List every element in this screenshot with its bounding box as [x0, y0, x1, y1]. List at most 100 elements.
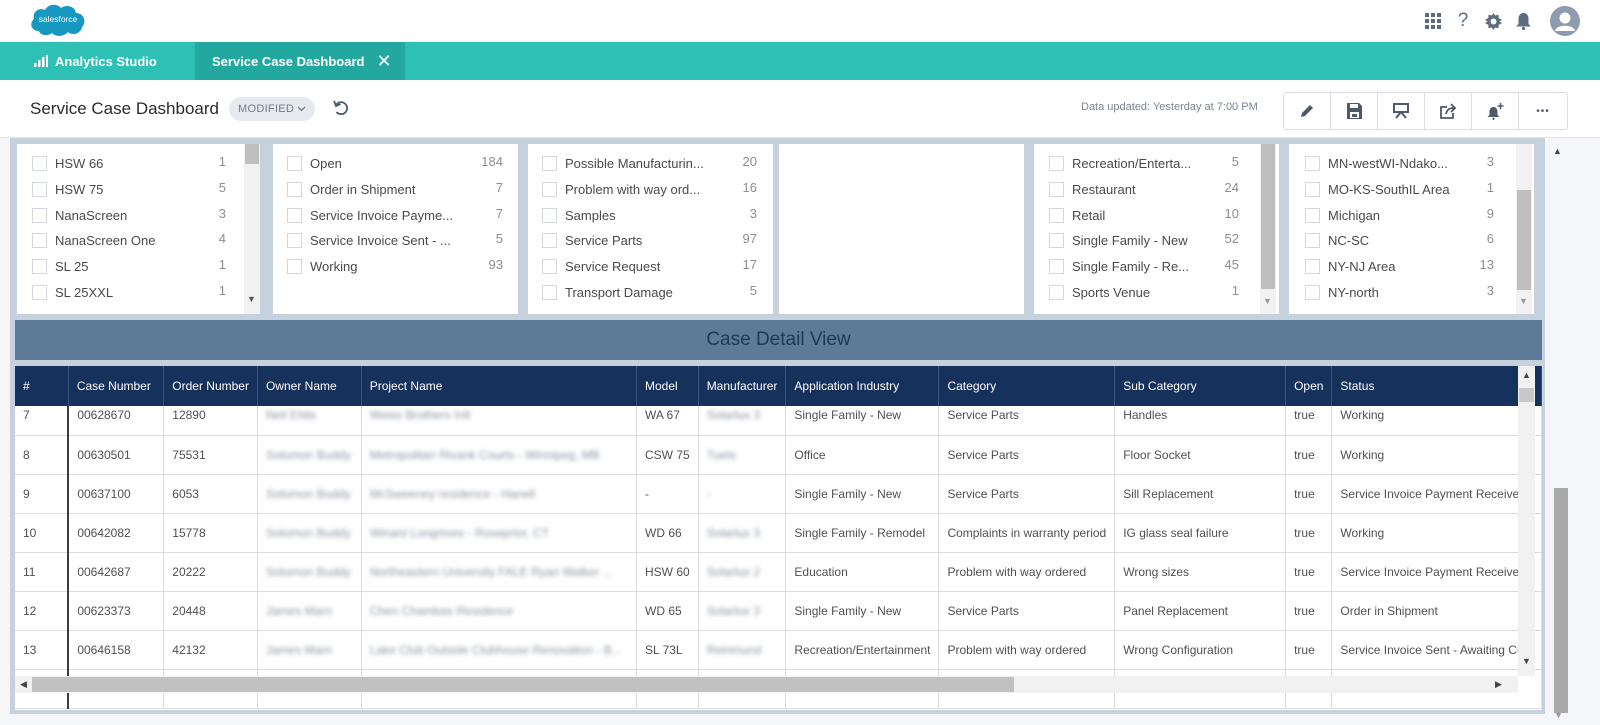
checkbox[interactable] — [32, 155, 47, 171]
column-header-open[interactable]: Open — [1285, 366, 1333, 406]
scrollbar[interactable]: ▼ — [1516, 144, 1532, 314]
checkbox[interactable] — [287, 207, 302, 223]
checkbox[interactable] — [542, 207, 557, 223]
checkbox[interactable] — [287, 155, 302, 171]
column-header-status[interactable]: Status — [1331, 366, 1542, 406]
table-row[interactable]: 7 00628670 12890 Neil Ehlis Weiss Brothe… — [15, 406, 1542, 436]
table-row[interactable]: 11 00642687 20222 Solomon Buddy Northeas… — [15, 552, 1542, 592]
table-row[interactable]: 12 00623373 20448 James Marn Chen Chamba… — [15, 591, 1542, 631]
list-item[interactable]: MO-KS-SouthIL Area — [1305, 179, 1450, 199]
page-scrollbar[interactable]: ▲ ▼ — [1545, 138, 1600, 725]
scrollbar[interactable]: ▼ — [1260, 144, 1276, 314]
list-item[interactable]: Service Request — [542, 256, 660, 276]
checkbox[interactable] — [1049, 232, 1064, 248]
scrollbar-thumb[interactable] — [1554, 488, 1568, 713]
list-item[interactable]: Service Invoice Payme... — [287, 205, 453, 225]
list-item[interactable]: Sports Venue — [1049, 282, 1150, 302]
checkbox[interactable] — [1305, 207, 1320, 223]
checkbox[interactable] — [1049, 207, 1064, 223]
column-header-model[interactable]: Model — [636, 366, 699, 406]
checkbox[interactable] — [1049, 181, 1064, 197]
checkbox[interactable] — [1305, 181, 1320, 197]
salesforce-logo[interactable]: salesforce — [27, 1, 89, 39]
column-header-owner-name[interactable]: Owner Name — [257, 366, 362, 406]
list-item[interactable]: NY-NJ Area — [1305, 256, 1395, 276]
tab-service-case-dashboard[interactable]: Service Case Dashboard ✕ — [195, 42, 405, 80]
scroll-down-arrow-icon[interactable]: ▼ — [1522, 656, 1531, 666]
scroll-up-arrow-icon[interactable]: ▲ — [1522, 370, 1531, 380]
checkbox[interactable] — [287, 181, 302, 197]
scroll-up-arrow-icon[interactable]: ▲ — [1553, 146, 1562, 156]
checkbox[interactable] — [32, 258, 47, 274]
tab-analytics-studio[interactable]: Analytics Studio — [0, 42, 195, 80]
list-item[interactable]: Recreation/Enterta... — [1049, 153, 1191, 173]
column-header-application-industry[interactable]: Application Industry — [785, 366, 940, 406]
column-header-category[interactable]: Category — [938, 366, 1116, 406]
checkbox[interactable] — [542, 181, 557, 197]
scrollbar-thumb[interactable] — [1261, 144, 1275, 289]
save-button[interactable] — [1331, 93, 1378, 129]
scroll-down-arrow-icon[interactable]: ▼ — [1263, 296, 1272, 306]
column-header-case-number[interactable]: Case Number — [68, 366, 165, 406]
scrollbar-thumb[interactable] — [245, 144, 259, 164]
notify-button[interactable] — [1472, 93, 1519, 129]
list-item[interactable]: HSW 75 — [32, 179, 103, 199]
checkbox[interactable] — [1305, 155, 1320, 171]
checkbox[interactable] — [542, 284, 557, 300]
column-header-project-name[interactable]: Project Name — [361, 366, 638, 406]
list-item[interactable]: Service Parts — [542, 230, 642, 250]
table-horizontal-scrollbar[interactable]: ◀ ▶ — [15, 676, 1518, 693]
checkbox[interactable] — [287, 258, 302, 274]
table-vertical-scrollbar[interactable]: ▲ ▼ — [1518, 366, 1535, 676]
close-tab-icon[interactable]: ✕ — [376, 51, 392, 71]
help-icon[interactable]: ? — [1457, 10, 1469, 31]
checkbox[interactable] — [32, 207, 47, 223]
app-launcher-icon[interactable] — [1420, 8, 1446, 34]
scroll-down-arrow-icon[interactable]: ▼ — [1554, 710, 1563, 720]
scroll-down-arrow-icon[interactable]: ▼ — [247, 294, 256, 304]
list-item[interactable]: Single Family - New — [1049, 230, 1188, 250]
checkbox[interactable] — [1049, 258, 1064, 274]
list-item[interactable]: NY-north — [1305, 282, 1379, 302]
list-item[interactable]: SL 25 — [32, 256, 89, 276]
list-item[interactable]: Service Invoice Sent - ... — [287, 230, 451, 250]
present-button[interactable] — [1378, 93, 1425, 129]
table-row[interactable]: 13 00646158 42132 James Marn Lake Club O… — [15, 630, 1542, 670]
list-item[interactable]: Retail — [1049, 205, 1105, 225]
column-header-sub-category[interactable]: Sub Category — [1114, 366, 1287, 406]
undo-icon[interactable] — [332, 99, 350, 117]
table-row[interactable]: 8 00630501 75531 Solomon Buddy Metropoli… — [15, 435, 1542, 475]
modified-badge[interactable]: MODIFIED — [229, 97, 316, 121]
list-item[interactable]: SL 25XXL — [32, 282, 113, 302]
checkbox[interactable] — [1305, 258, 1320, 274]
list-item[interactable]: NC-SC — [1305, 230, 1369, 250]
column-header-number[interactable]: # — [15, 366, 69, 406]
checkbox[interactable] — [287, 232, 302, 248]
list-item[interactable]: Working — [287, 256, 357, 276]
checkbox[interactable] — [542, 232, 557, 248]
setup-gear-icon[interactable] — [1480, 8, 1506, 34]
list-item[interactable]: Order in Shipment — [287, 179, 416, 199]
checkbox[interactable] — [32, 232, 47, 248]
list-item[interactable]: Samples — [542, 205, 616, 225]
table-row[interactable]: 9 00637100 6053 Solomon Buddy McSweeney … — [15, 474, 1542, 514]
column-header-manufacturer[interactable]: Manufacturer — [698, 366, 787, 406]
list-item[interactable]: Single Family - Re... — [1049, 256, 1189, 276]
scroll-right-arrow-icon[interactable]: ▶ — [1495, 679, 1502, 689]
scrollbar-thumb[interactable] — [32, 677, 1014, 692]
table-row[interactable]: 10 00642082 15778 Solomon Buddy Winant L… — [15, 513, 1542, 553]
list-item[interactable]: Restaurant — [1049, 179, 1136, 199]
list-item[interactable]: HSW 66 — [32, 153, 103, 173]
checkbox[interactable] — [32, 284, 47, 300]
scroll-left-arrow-icon[interactable]: ◀ — [20, 679, 27, 689]
notifications-bell-icon[interactable] — [1510, 8, 1536, 34]
scrollbar[interactable]: ▼ — [244, 144, 260, 314]
column-header-order-number[interactable]: Order Number — [163, 366, 258, 406]
scroll-down-arrow-icon[interactable]: ▼ — [1519, 296, 1528, 306]
list-item[interactable]: Transport Damage — [542, 282, 673, 302]
edit-button[interactable] — [1284, 93, 1331, 129]
share-button[interactable] — [1425, 93, 1472, 129]
scrollbar-thumb[interactable] — [1517, 190, 1531, 290]
user-avatar[interactable] — [1550, 6, 1580, 36]
checkbox[interactable] — [1305, 284, 1320, 300]
